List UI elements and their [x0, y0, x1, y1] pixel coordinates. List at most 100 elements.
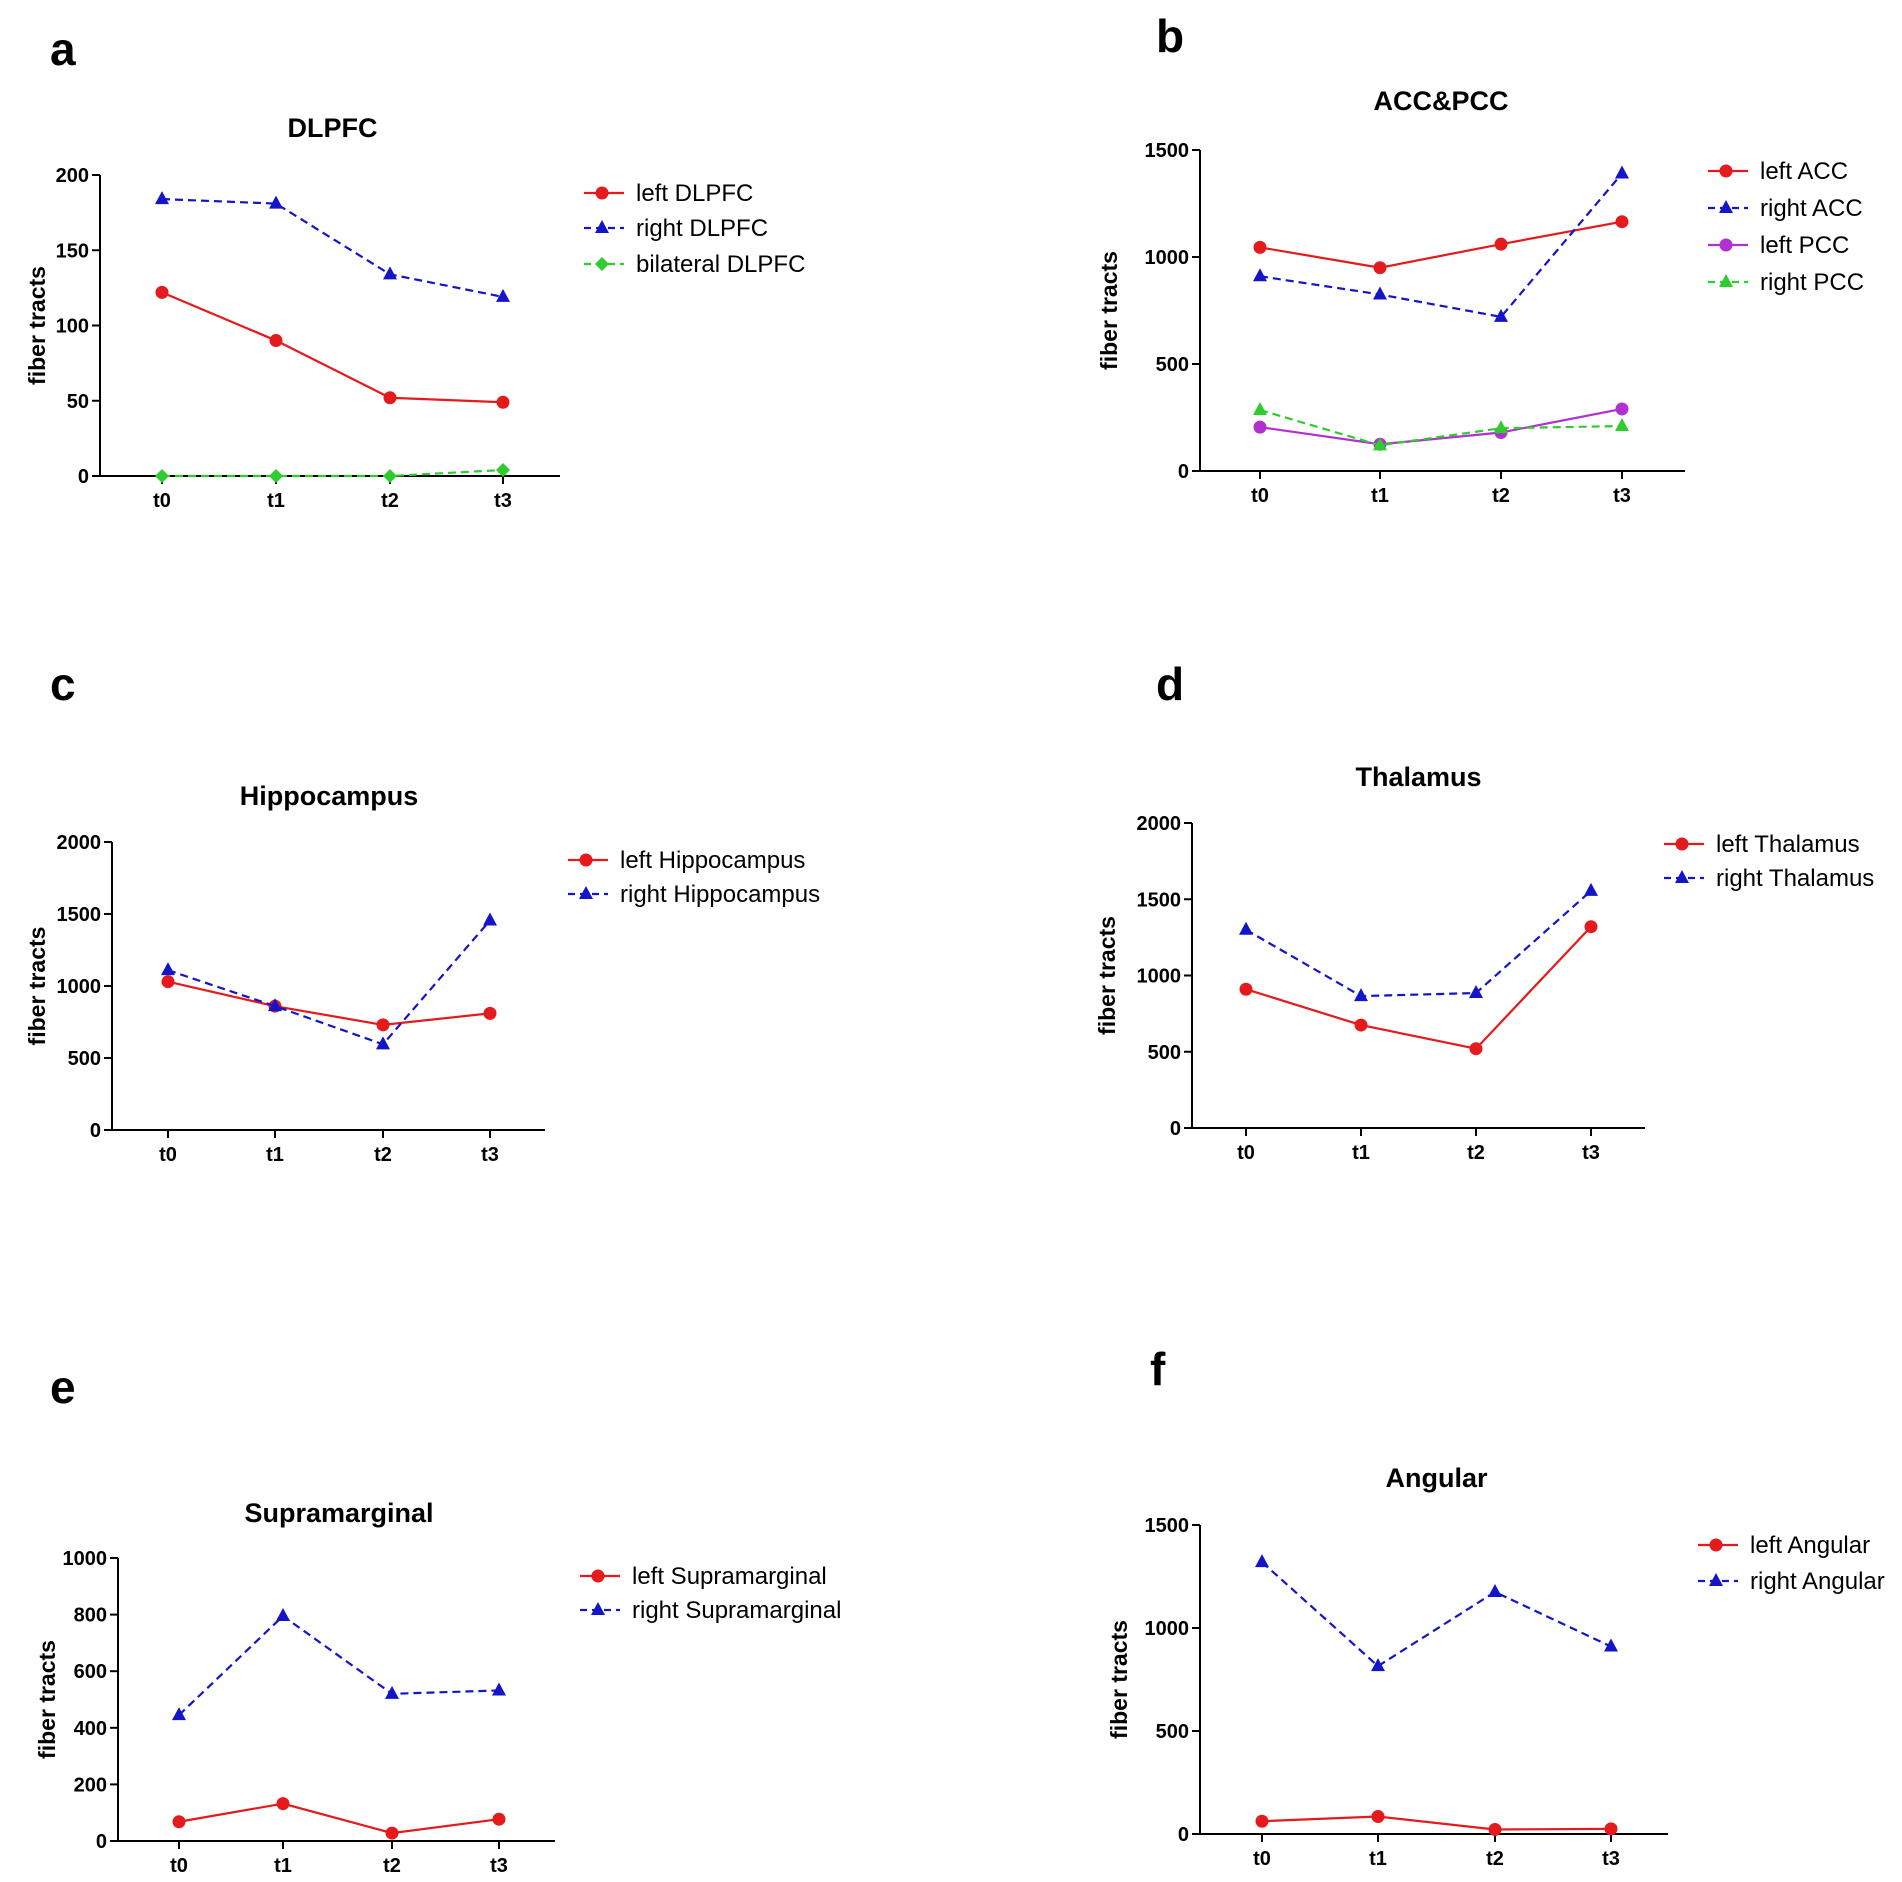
legend-marker — [1675, 870, 1689, 883]
legend-label: right Supramarginal — [632, 1597, 841, 1624]
y-tick-label: 500 — [68, 1048, 101, 1070]
legend-item: right Thalamus — [1664, 865, 1874, 892]
y-tick-label: 1000 — [57, 976, 102, 998]
series-line — [1245, 890, 1592, 998]
series-line — [1261, 1815, 1612, 1831]
y-tick-label: 0 — [1178, 461, 1189, 483]
data-point — [269, 195, 283, 209]
legend-marker — [1719, 164, 1733, 178]
chart-title: Angular — [1385, 1463, 1487, 1493]
legend-label: right ACC — [1760, 195, 1863, 222]
data-point — [376, 1036, 390, 1050]
series-right-pcc — [1253, 402, 1629, 451]
data-point — [172, 1815, 186, 1829]
legend-label: left Hippocampus — [620, 847, 805, 874]
y-tick-label: 1000 — [63, 1548, 108, 1570]
y-tick-label: 500 — [1156, 354, 1189, 376]
series-bilateral-dlpfc — [155, 462, 510, 483]
y-tick-label: 500 — [1148, 1042, 1181, 1064]
data-point — [1494, 420, 1508, 434]
x-tick-label: t2 — [1486, 1848, 1504, 1870]
data-point — [376, 1018, 390, 1032]
data-point — [1494, 308, 1508, 322]
y-tick-label: 100 — [56, 316, 89, 338]
legend-marker — [579, 886, 593, 899]
series-line — [167, 980, 491, 1026]
data-point — [1604, 1822, 1618, 1836]
chart-panel-e: e Supramarginal 0 200 400 600 800 1000 t0 t1 t2 t3 f… — [34, 1361, 841, 1877]
legend-label: right PCC — [1760, 269, 1864, 296]
legend-item: right ACC — [1708, 195, 1863, 222]
legend-marker — [595, 186, 609, 200]
x-tick-label: t1 — [266, 1144, 284, 1166]
series-line — [161, 291, 504, 404]
y-tick-label: 1500 — [57, 904, 102, 926]
chart-panel-b: b ACC&PCC 0 500 1000 1500 t0 t1 t2 t3 fiber tracts… — [1096, 10, 1864, 507]
x-tick-label: t0 — [1253, 1848, 1271, 1870]
chart-panel-f: f Angular 0 500 1000 1500 t0 t1 t2 t3 fiber tracts… — [1106, 1343, 1885, 1870]
data-point — [1584, 920, 1598, 934]
x-tick-label: t0 — [159, 1144, 177, 1166]
legend-label: bilateral DLPFC — [636, 251, 805, 278]
x-tick-label: t3 — [481, 1144, 499, 1166]
series-right-dlpfc — [155, 191, 510, 302]
series-line — [1259, 220, 1623, 269]
data-point — [1494, 237, 1508, 251]
legend-item: left Thalamus — [1664, 831, 1860, 858]
x-tick-label: t3 — [1613, 485, 1631, 507]
y-tick-label: 2000 — [57, 832, 102, 854]
x-tick-label: t0 — [1251, 485, 1269, 507]
x-tick-label: t3 — [1602, 1848, 1620, 1870]
series-line — [1261, 1561, 1612, 1668]
legend-marker — [595, 257, 609, 271]
legend-marker — [595, 220, 609, 233]
legend-marker — [1709, 1538, 1723, 1552]
series-line — [1259, 172, 1623, 319]
data-point — [172, 1707, 186, 1721]
panel-letter: a — [50, 23, 76, 75]
x-tick-label: t1 — [1371, 485, 1389, 507]
y-axis-label: fiber tracts — [24, 927, 50, 1046]
x-tick-label: t2 — [383, 1855, 401, 1877]
x-tick-label: t2 — [381, 490, 399, 512]
data-point — [268, 998, 282, 1012]
data-point — [1488, 1822, 1502, 1836]
panel-letter: b — [1156, 10, 1184, 62]
y-tick-label: 400 — [74, 1718, 107, 1740]
legend-item: right DLPFC — [584, 215, 768, 242]
y-axis-label: fiber tracts — [1094, 916, 1120, 1035]
legend-marker — [579, 853, 593, 867]
x-tick-label: t3 — [1582, 1142, 1600, 1164]
x-tick-label: t3 — [490, 1855, 508, 1877]
data-point — [276, 1797, 290, 1811]
data-point — [1371, 1658, 1385, 1672]
data-point — [269, 469, 283, 483]
legend-item: right Hippocampus — [568, 881, 820, 908]
data-point — [1615, 402, 1629, 416]
y-tick-label: 0 — [78, 466, 89, 488]
chart-panel-d: d Thalamus 0 500 1000 1500 2000 t0 t1 t2 t3 fiber t… — [1094, 658, 1874, 1164]
legend-item: right Supramarginal — [580, 1597, 841, 1624]
data-point — [492, 1682, 506, 1696]
x-tick-label: t1 — [1352, 1142, 1370, 1164]
chart-title: Thalamus — [1355, 762, 1481, 792]
legend-item: right Angular — [1698, 1568, 1885, 1595]
y-tick-label: 600 — [74, 1661, 107, 1683]
series-line — [1259, 407, 1623, 446]
series-right-hippocampus — [161, 912, 497, 1050]
data-point — [161, 962, 175, 976]
series-left-dlpfc — [155, 285, 510, 409]
data-point — [1373, 261, 1387, 275]
series-right-supramarginal — [172, 1608, 506, 1721]
data-point — [1239, 982, 1253, 996]
data-point — [1584, 882, 1598, 896]
x-tick-label: t1 — [1369, 1848, 1387, 1870]
series-line — [162, 468, 504, 478]
data-point — [155, 285, 169, 299]
legend-item: left Angular — [1698, 1532, 1870, 1559]
chart-title: Hippocampus — [240, 781, 419, 811]
y-tick-label: 1000 — [1145, 247, 1190, 269]
data-point — [496, 395, 510, 409]
data-point — [383, 391, 397, 405]
y-tick-label: 1000 — [1145, 1618, 1190, 1640]
